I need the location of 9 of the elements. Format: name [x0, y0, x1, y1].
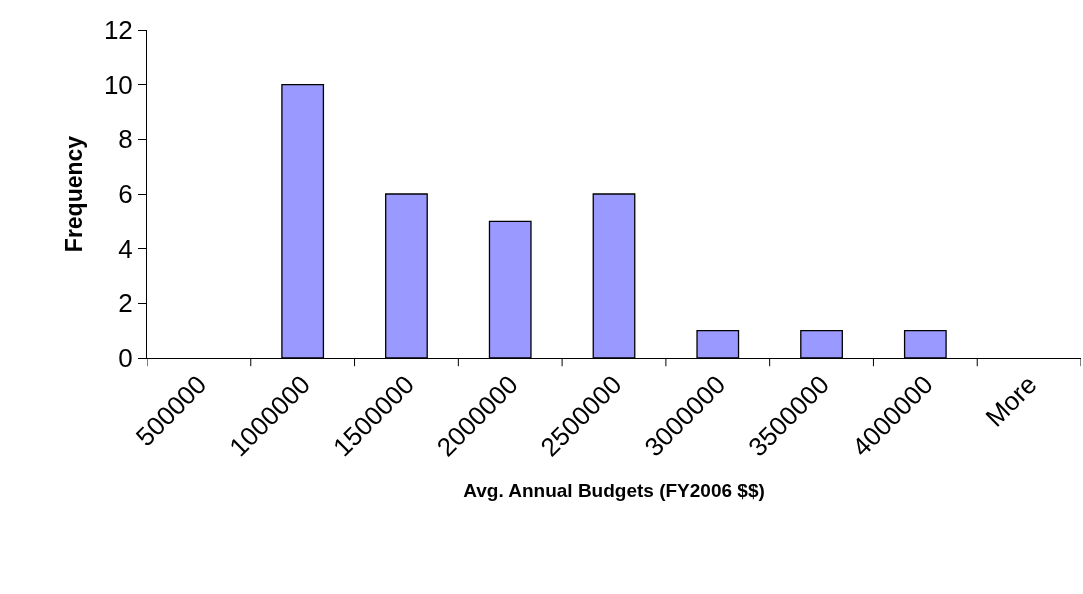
x-axis-title: Avg. Annual Budgets (FY2006 $$): [463, 480, 765, 502]
y-tick-label: 8: [118, 124, 133, 155]
y-tick-label: 0: [118, 343, 133, 374]
y-tick-label: 10: [103, 69, 133, 100]
y-tick-label: 6: [118, 179, 133, 210]
y-axis-title: Frequency: [61, 135, 88, 253]
y-tick-label: 12: [103, 15, 133, 46]
y-tick-label: 2: [118, 288, 133, 319]
y-tick-label: 4: [118, 233, 133, 264]
